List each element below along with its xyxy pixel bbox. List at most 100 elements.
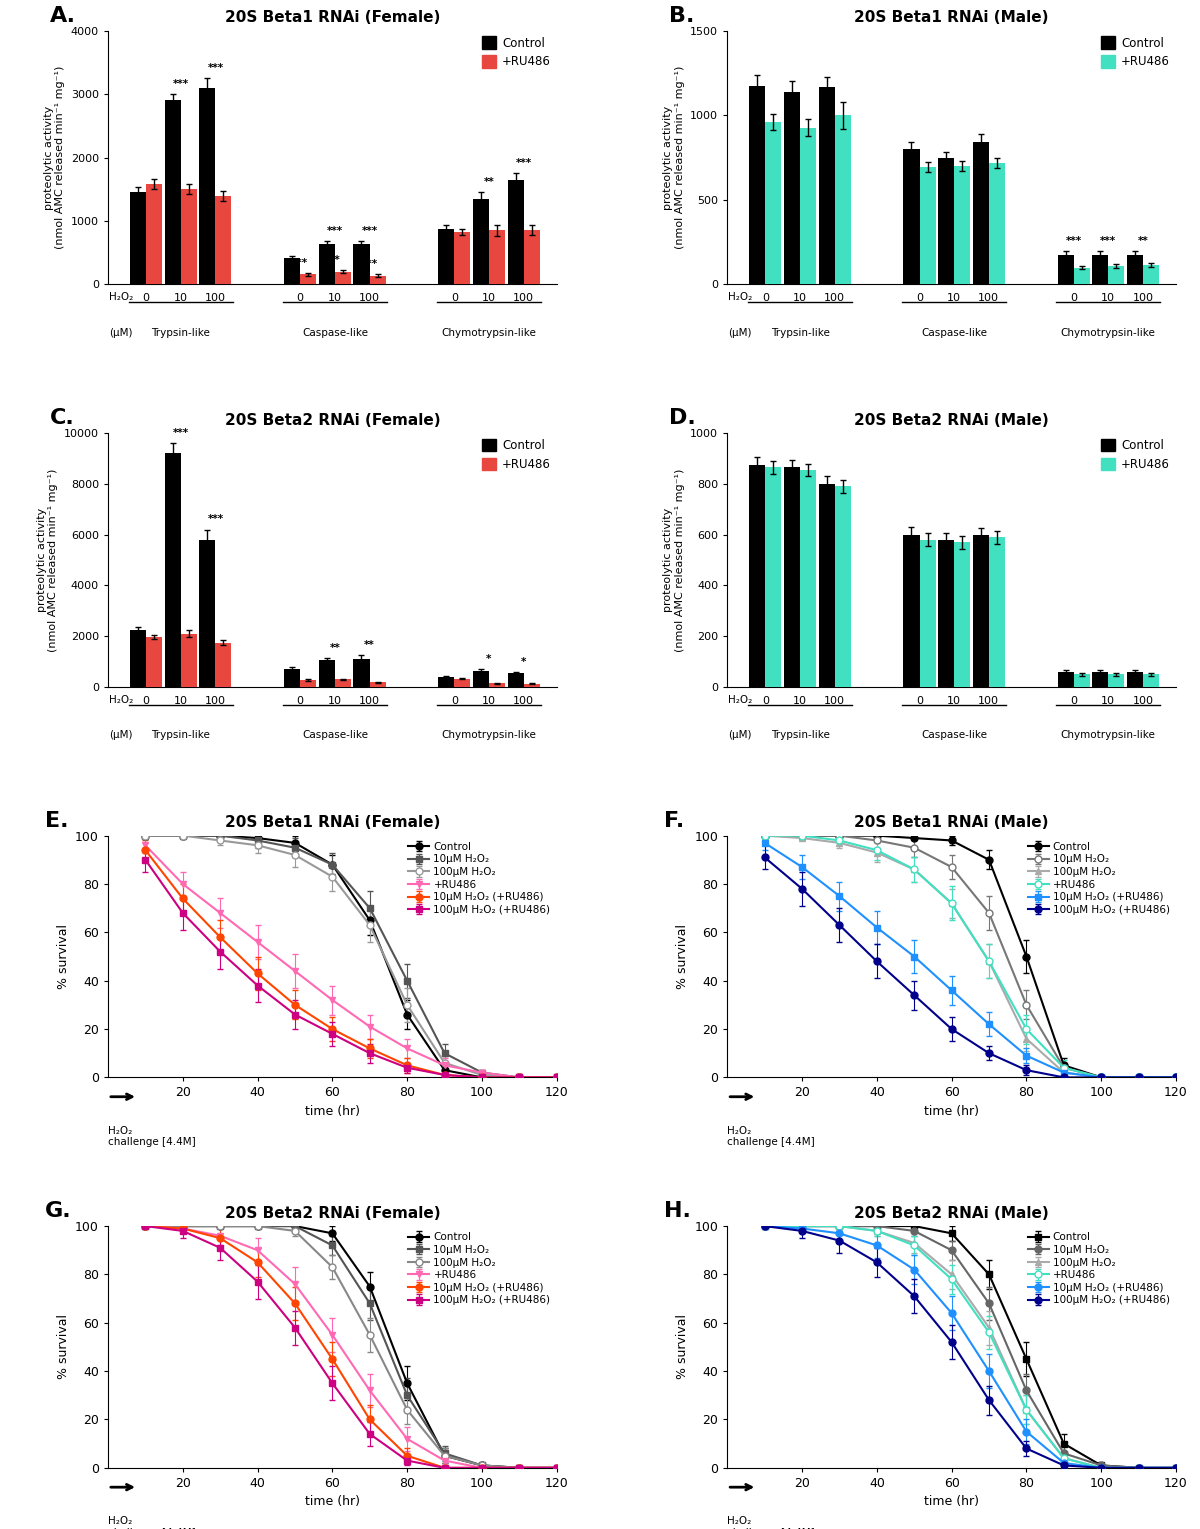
Bar bbox=[455, 679, 470, 687]
Y-axis label: proteolytic activity
(nmol AMC released min⁻¹ mg⁻¹): proteolytic activity (nmol AMC released … bbox=[664, 468, 685, 651]
Text: (μM): (μM) bbox=[728, 327, 751, 338]
Text: H₂O₂: H₂O₂ bbox=[728, 292, 752, 303]
Bar bbox=[1127, 671, 1142, 687]
Title: 20S Beta2 RNAi (Male): 20S Beta2 RNAi (Male) bbox=[854, 1206, 1049, 1220]
Text: H₂O₂
challenge [4.4M]: H₂O₂ challenge [4.4M] bbox=[108, 1517, 196, 1529]
Bar bbox=[199, 87, 216, 284]
Text: H₂O₂: H₂O₂ bbox=[728, 694, 752, 705]
Text: Chymotrypsin-like: Chymotrypsin-like bbox=[1061, 327, 1156, 338]
Text: ***: *** bbox=[292, 258, 308, 268]
Bar bbox=[181, 633, 197, 687]
Text: **: ** bbox=[330, 642, 341, 653]
Bar bbox=[473, 671, 488, 687]
Bar bbox=[919, 167, 936, 284]
Bar bbox=[1057, 255, 1074, 284]
Y-axis label: % survival: % survival bbox=[676, 1315, 689, 1379]
Bar bbox=[1109, 266, 1124, 284]
Text: **: ** bbox=[484, 177, 494, 188]
Bar bbox=[146, 183, 162, 284]
Bar bbox=[904, 535, 919, 687]
Bar bbox=[300, 680, 317, 687]
Text: (μM): (μM) bbox=[109, 327, 132, 338]
Text: B.: B. bbox=[668, 6, 695, 26]
Bar bbox=[508, 180, 523, 284]
Bar bbox=[216, 642, 232, 687]
Text: ***: *** bbox=[326, 226, 343, 235]
Bar bbox=[749, 465, 766, 687]
Bar bbox=[919, 540, 936, 687]
Bar bbox=[989, 537, 1004, 687]
X-axis label: time (hr): time (hr) bbox=[305, 1495, 360, 1509]
Bar bbox=[455, 232, 470, 284]
Text: **: ** bbox=[364, 641, 374, 650]
Bar bbox=[989, 162, 1004, 284]
Bar bbox=[784, 92, 800, 284]
Bar bbox=[164, 101, 181, 284]
Text: Trypsin-like: Trypsin-like bbox=[151, 327, 210, 338]
Bar bbox=[300, 274, 317, 284]
Title: 20S Beta1 RNAi (Female): 20S Beta1 RNAi (Female) bbox=[224, 815, 440, 830]
Bar bbox=[319, 661, 335, 687]
Y-axis label: % survival: % survival bbox=[56, 924, 70, 989]
Bar bbox=[181, 190, 197, 284]
Bar bbox=[835, 115, 851, 284]
Text: C.: C. bbox=[49, 408, 74, 428]
Bar bbox=[818, 87, 835, 284]
Bar bbox=[766, 468, 781, 687]
Bar bbox=[1142, 265, 1159, 284]
Bar bbox=[438, 677, 455, 687]
Title: 20S Beta2 RNAi (Female): 20S Beta2 RNAi (Female) bbox=[224, 1206, 440, 1220]
Text: **: ** bbox=[1138, 237, 1148, 246]
Bar bbox=[488, 231, 505, 284]
Bar bbox=[488, 683, 505, 687]
Legend: Control, +RU486: Control, +RU486 bbox=[1102, 439, 1170, 471]
Y-axis label: proteolytic activity
(nmol AMC released min⁻¹ mg⁻¹): proteolytic activity (nmol AMC released … bbox=[664, 66, 685, 249]
Bar bbox=[835, 486, 851, 687]
Text: H.: H. bbox=[665, 1202, 691, 1222]
Text: Chymotrypsin-like: Chymotrypsin-like bbox=[442, 327, 536, 338]
Text: ***: *** bbox=[1066, 237, 1081, 246]
Bar bbox=[1092, 255, 1109, 284]
Bar bbox=[1057, 671, 1074, 687]
Text: H₂O₂
challenge [4.4M]: H₂O₂ challenge [4.4M] bbox=[727, 1517, 815, 1529]
Text: G.: G. bbox=[46, 1202, 72, 1222]
Bar bbox=[199, 540, 216, 687]
Text: ***: *** bbox=[1100, 237, 1116, 246]
Bar bbox=[335, 679, 350, 687]
Legend: Control, 10μM H₂O₂, 100μM H₂O₂, +RU486, 10μM H₂O₂ (+RU486), 100μM H₂O₂ (+RU486): Control, 10μM H₂O₂, 100μM H₂O₂, +RU486, … bbox=[404, 1228, 554, 1309]
Bar bbox=[1074, 674, 1090, 687]
Bar bbox=[938, 159, 954, 284]
Bar bbox=[1092, 671, 1109, 687]
Bar bbox=[973, 535, 989, 687]
Text: ***: *** bbox=[173, 428, 188, 439]
Bar bbox=[1142, 674, 1159, 687]
Bar bbox=[130, 630, 146, 687]
Text: Caspase-like: Caspase-like bbox=[922, 731, 988, 740]
Legend: Control, 10μM H₂O₂, 100μM H₂O₂, +RU486, 10μM H₂O₂ (+RU486), 100μM H₂O₂ (+RU486): Control, 10μM H₂O₂, 100μM H₂O₂, +RU486, … bbox=[404, 838, 554, 919]
Text: H₂O₂
challenge [4.4M]: H₂O₂ challenge [4.4M] bbox=[727, 1125, 815, 1147]
Bar bbox=[1109, 674, 1124, 687]
Bar bbox=[319, 243, 335, 284]
Text: ***: *** bbox=[361, 226, 378, 235]
Bar bbox=[216, 196, 232, 284]
Bar bbox=[973, 142, 989, 284]
Text: ***: *** bbox=[208, 63, 223, 73]
Text: E.: E. bbox=[46, 810, 68, 830]
Text: H₂O₂: H₂O₂ bbox=[109, 694, 133, 705]
Text: A.: A. bbox=[49, 6, 76, 26]
Text: Chymotrypsin-like: Chymotrypsin-like bbox=[442, 731, 536, 740]
Bar bbox=[164, 454, 181, 687]
Bar bbox=[749, 86, 766, 284]
Y-axis label: % survival: % survival bbox=[56, 1315, 70, 1379]
Bar bbox=[370, 275, 385, 284]
Legend: Control, +RU486: Control, +RU486 bbox=[482, 37, 551, 69]
Bar bbox=[508, 673, 523, 687]
Title: 20S Beta1 RNAi (Male): 20S Beta1 RNAi (Male) bbox=[854, 11, 1049, 26]
Text: *: * bbox=[521, 657, 527, 667]
Title: 20S Beta2 RNAi (Female): 20S Beta2 RNAi (Female) bbox=[224, 413, 440, 428]
Bar bbox=[800, 128, 816, 284]
X-axis label: time (hr): time (hr) bbox=[924, 1105, 979, 1118]
Legend: Control, 10μM H₂O₂, 100μM H₂O₂, +RU486, 10μM H₂O₂ (+RU486), 100μM H₂O₂ (+RU486): Control, 10μM H₂O₂, 100μM H₂O₂, +RU486, … bbox=[1024, 838, 1174, 919]
Bar bbox=[1127, 255, 1142, 284]
Text: Chymotrypsin-like: Chymotrypsin-like bbox=[1061, 731, 1156, 740]
